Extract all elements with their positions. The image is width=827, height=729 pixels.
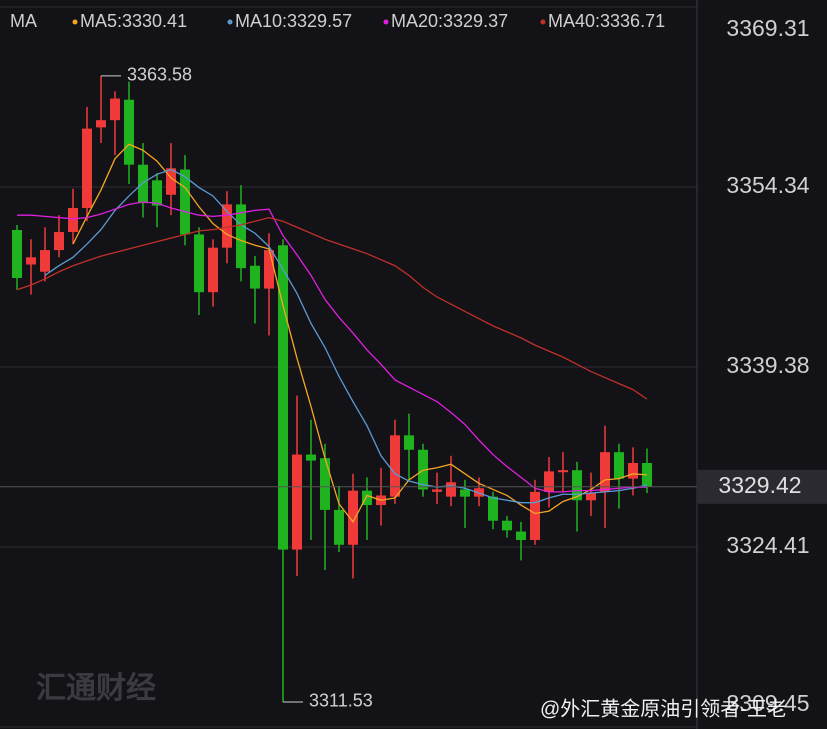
- candle-body: [502, 520, 512, 531]
- candle-body: [334, 509, 344, 545]
- candle-body: [572, 470, 582, 501]
- y-tick-label: 3339.38: [726, 352, 809, 378]
- legend-dot: [227, 19, 233, 25]
- candle-body: [362, 490, 372, 506]
- legend-label: MA5:3330.41: [80, 11, 187, 31]
- legend-title: MA: [10, 11, 37, 31]
- candle-body: [600, 452, 610, 492]
- legend-label: MA10:3329.57: [235, 11, 352, 31]
- legend-label: MA20:3329.37: [391, 11, 508, 31]
- candle-body: [586, 493, 596, 501]
- candle-body: [446, 482, 456, 497]
- candle-body: [222, 204, 232, 248]
- candle-body: [348, 490, 358, 545]
- legend-dot: [72, 19, 78, 25]
- candle-body: [166, 168, 176, 195]
- y-tick-label: 3324.41: [726, 532, 809, 558]
- candle-body: [264, 250, 274, 289]
- candle-body: [68, 207, 78, 233]
- candle-body: [26, 257, 36, 265]
- candle-body: [320, 458, 330, 510]
- candle-body: [292, 454, 302, 550]
- current-price-label: 3329.42: [718, 472, 801, 498]
- candle-body: [12, 230, 22, 278]
- candle-body: [250, 265, 260, 289]
- candle-body: [390, 435, 400, 497]
- candle-body: [180, 169, 190, 235]
- legend-label: MA40:3336.71: [548, 11, 665, 31]
- ma-line: [17, 201, 648, 493]
- watermark: 汇通财经: [36, 671, 156, 705]
- candle-body: [208, 247, 218, 293]
- legend-dot: [383, 19, 389, 25]
- candle-body: [558, 470, 568, 473]
- ma-line: [72, 143, 648, 524]
- candle-body: [40, 250, 50, 272]
- candle-body: [82, 128, 92, 208]
- candle-body: [138, 164, 148, 204]
- watermark: @外汇黄金原油引领者-王老: [540, 697, 787, 720]
- candle-body: [628, 462, 638, 479]
- legend-dot: [540, 19, 546, 25]
- candle-body: [194, 234, 204, 293]
- y-tick-label: 3309.45: [726, 690, 809, 716]
- annotation-label: 3311.53: [309, 691, 373, 711]
- candle-body: [124, 99, 134, 165]
- candle-body: [544, 471, 554, 492]
- candle-body: [530, 491, 540, 540]
- candle-body: [278, 245, 288, 550]
- candle-body: [306, 454, 316, 461]
- candle-body: [236, 204, 246, 269]
- ma-line: [44, 168, 648, 504]
- candle-body: [432, 489, 442, 492]
- candle-body: [152, 180, 162, 206]
- candle-body: [614, 452, 624, 479]
- y-tick-label: 3354.34: [726, 172, 809, 198]
- candle-body: [96, 120, 106, 128]
- ma-line: [16, 216, 648, 400]
- candle-body: [404, 435, 414, 450]
- current-price-box: [697, 469, 827, 504]
- candle-body: [460, 489, 470, 497]
- candle-body: [110, 98, 120, 121]
- candle-body: [488, 496, 498, 521]
- candle-body: [516, 531, 526, 540]
- candle-body: [54, 232, 64, 251]
- y-tick-label: 3369.31: [726, 15, 809, 41]
- annotation-label: 3363.58: [127, 65, 192, 85]
